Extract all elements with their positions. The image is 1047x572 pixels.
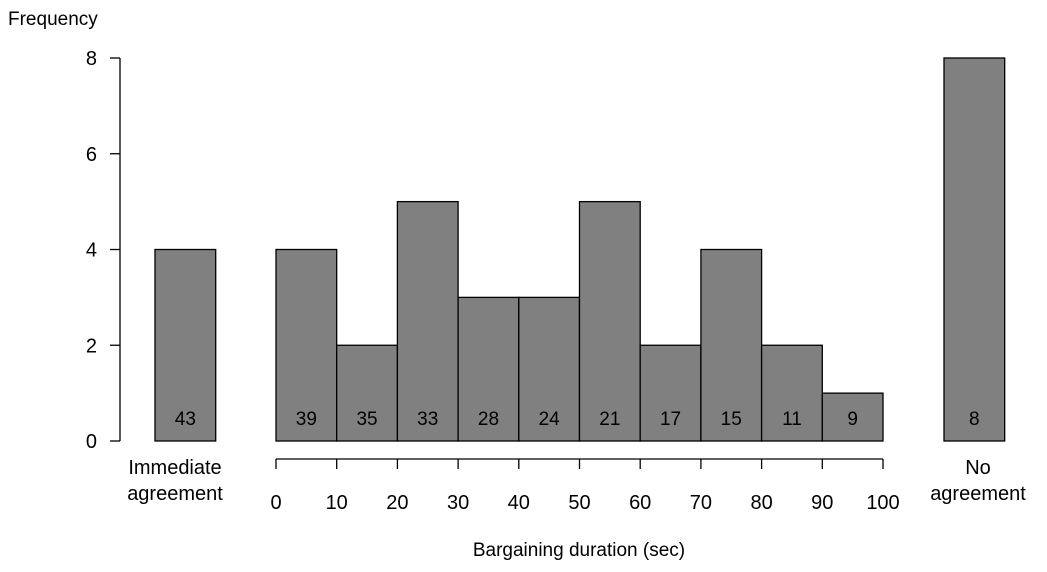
x-axis: 0 10 20 30 40 50 60 70 80 90 100 (270, 458, 900, 514)
x-tick-label: 30 (447, 492, 469, 514)
category-label-immediate-agreement: agreement (127, 483, 223, 505)
bar-30-40 (457, 296, 520, 442)
x-tick-label: 70 (690, 492, 712, 514)
bar-count-labels: 43 39 35 33 28 24 21 17 15 11 9 8 (175, 409, 980, 430)
bar-no-agreement (943, 57, 1006, 442)
bar-count-label: 43 (175, 409, 196, 430)
x-tick-label: 40 (508, 492, 530, 514)
bar-50-60 (578, 200, 641, 442)
x-tick-label: 90 (811, 492, 833, 514)
bar-count-label: 39 (296, 409, 317, 430)
bar-count-label: 17 (660, 409, 681, 430)
y-tick-label: 8 (86, 48, 97, 70)
bar-count-label: 21 (599, 409, 620, 430)
bars-group (154, 57, 1006, 442)
y-axis-label: Frequency (8, 9, 98, 30)
bar-70-80 (700, 248, 763, 442)
bar-count-label: 28 (478, 409, 499, 430)
y-tick-label: 2 (86, 335, 97, 357)
x-axis-label: Bargaining duration (sec) (473, 540, 685, 561)
bar-immediate-agreement (154, 248, 217, 442)
x-tick-label: 100 (866, 492, 899, 514)
x-tick-label: 20 (386, 492, 408, 514)
y-axis: 0 2 4 6 8 (86, 48, 121, 453)
bar-count-label: 8 (969, 409, 980, 430)
x-tick-label: 60 (629, 492, 651, 514)
bar-20-30 (396, 200, 459, 442)
bar-count-label: 24 (539, 409, 561, 430)
x-tick-label: 50 (568, 492, 590, 514)
category-label-no-agreement: agreement (930, 483, 1026, 505)
x-tick-label: 10 (326, 492, 348, 514)
category-label-immediate-agreement: Immediate (128, 457, 221, 479)
bar-count-label: 15 (721, 409, 742, 430)
bar-count-label: 9 (847, 409, 858, 430)
bar-count-label: 11 (782, 409, 802, 430)
bar-40-50 (518, 296, 581, 442)
y-tick-label: 0 (86, 431, 97, 453)
bar-count-label: 35 (356, 409, 377, 430)
x-tick-label: 0 (270, 492, 281, 514)
bar-80-90 (760, 344, 823, 442)
category-label-no-agreement: No (965, 457, 991, 479)
category-labels: Immediate agreement No agreement (127, 457, 1026, 505)
y-tick-label: 4 (86, 240, 97, 262)
bar-90-100 (821, 392, 884, 442)
bar-count-label: 33 (417, 409, 438, 430)
y-tick-label: 6 (86, 144, 97, 166)
x-tick-label: 80 (750, 492, 772, 514)
bar-60-70 (639, 344, 702, 442)
